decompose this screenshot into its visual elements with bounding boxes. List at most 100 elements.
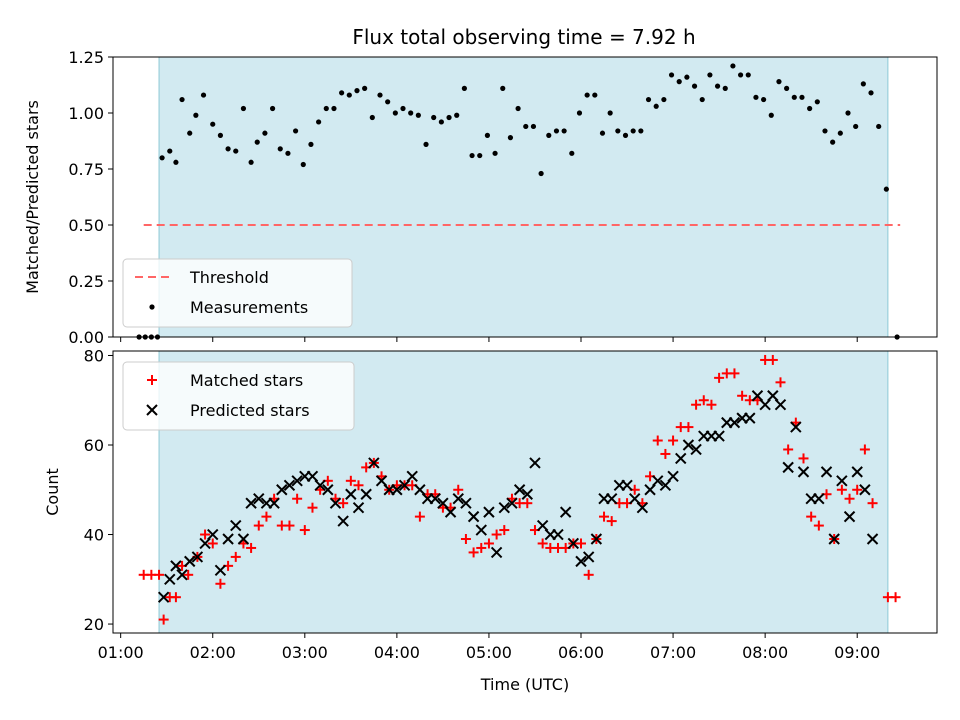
predicted-point-b (437, 497, 449, 509)
y-tick-label: 0.50 (68, 216, 104, 235)
predicted-point (559, 506, 572, 518)
x-tick-label: 07:00 (650, 643, 696, 662)
predicted-point-b (667, 470, 679, 483)
predicted-point (790, 421, 802, 433)
measurement-point (807, 105, 813, 112)
predicted-point (575, 555, 587, 568)
matched-point (200, 529, 211, 540)
legend-measurement-swatch (149, 304, 155, 310)
measurement-point (193, 112, 199, 118)
predicted-point (652, 475, 664, 487)
measurement-point (599, 130, 606, 136)
predicted-point (352, 501, 365, 514)
measurement-point (179, 96, 185, 103)
legend-matched-swatch (147, 375, 157, 385)
predicted-point-b (590, 533, 603, 545)
predicted-point (728, 416, 741, 429)
measurement-point (446, 114, 452, 121)
predicted-point (360, 488, 372, 500)
measurement-point (173, 159, 179, 165)
legend-predicted-swatch (146, 404, 158, 416)
measurement-point (691, 83, 698, 89)
y-tick-label: 20 (84, 615, 104, 634)
matched-point (292, 493, 303, 504)
measurement-point (791, 94, 797, 100)
measurement-point (285, 150, 291, 156)
measurement-point (316, 119, 322, 125)
matched-point (183, 569, 194, 580)
predicted-point (690, 443, 702, 456)
measurement-point (369, 114, 375, 121)
legend-box (122, 258, 353, 328)
predicted-point (843, 510, 856, 523)
measurement-point (331, 105, 337, 112)
predicted-point-b (230, 519, 242, 532)
measurement-point (630, 128, 636, 134)
measurement-point (159, 155, 165, 161)
measurement-point (200, 92, 207, 98)
predicted-point-b (345, 488, 357, 500)
predicted-point-b (513, 484, 526, 496)
predicted-point (506, 497, 518, 509)
measurement-point (392, 110, 398, 116)
measurement-point (730, 63, 736, 69)
measurement-point (761, 96, 767, 103)
measurement-point (784, 85, 790, 91)
measurement-point (523, 123, 529, 130)
matched-point (246, 542, 257, 553)
predicted-point (191, 551, 204, 563)
y-tick-label: 0.75 (68, 160, 104, 179)
predicted-point-b (843, 510, 856, 523)
measurement-point (431, 114, 437, 121)
matched-point (668, 435, 679, 446)
matched-point (522, 498, 533, 509)
predicted-point-b (429, 493, 441, 505)
matched-point (307, 502, 318, 513)
predicted-point (245, 497, 257, 509)
measurement-point (538, 170, 544, 177)
predicted-point (866, 533, 879, 545)
matched-point (599, 511, 610, 522)
predicted-point-b (306, 470, 319, 483)
predicted-point-b (751, 390, 764, 402)
predicted-point-b (483, 506, 495, 518)
predicted-point-b (690, 443, 702, 456)
predicted-point-b (164, 573, 176, 585)
predicted-point-b (851, 466, 863, 478)
measurement-point (248, 159, 254, 165)
predicted-point-b (452, 493, 464, 505)
matched-point (729, 368, 740, 379)
measurement-point (860, 81, 866, 87)
matched-point (154, 569, 165, 580)
predicted-point-b (467, 510, 480, 523)
predicted-point-b (170, 560, 182, 572)
measurement-point (210, 121, 216, 127)
matched-point (813, 520, 824, 531)
measurement-point (607, 110, 613, 116)
measurement-point (592, 92, 598, 98)
predicted-point-b (728, 416, 741, 429)
predicted-point-b (790, 421, 802, 433)
predicted-point (513, 484, 526, 496)
measurement-point (507, 135, 514, 141)
predicted-point-b (682, 439, 695, 451)
matched-point (537, 538, 548, 549)
measurement-point (217, 132, 224, 138)
predicted-point (567, 537, 580, 550)
measurement-point (461, 85, 467, 91)
predicted-point (851, 466, 863, 478)
y-axis-label: Matched/Predicted stars (23, 100, 42, 294)
predicted-point (314, 479, 326, 491)
predicted-point-b (567, 537, 580, 550)
predicted-point-b (352, 501, 365, 514)
predicted-point (636, 501, 649, 514)
predicted-point (214, 564, 227, 577)
measurement-point (262, 130, 268, 136)
predicted-point (337, 515, 349, 527)
matched-point (299, 525, 310, 536)
predicted-point-b (329, 497, 342, 509)
predicted-point-b (207, 528, 219, 541)
matched-point (706, 399, 717, 410)
predicted-point-b (406, 470, 418, 483)
predicted-point-b (575, 555, 587, 568)
